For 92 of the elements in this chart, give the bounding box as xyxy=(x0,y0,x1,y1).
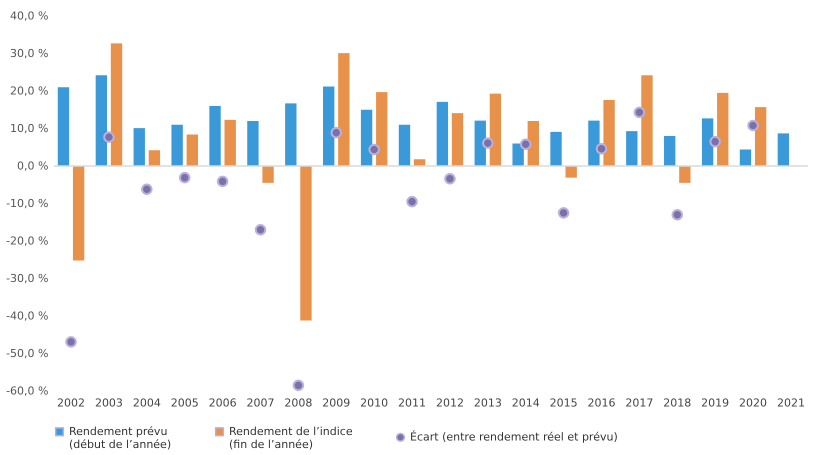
bar xyxy=(148,150,160,166)
bar xyxy=(626,131,638,166)
bar xyxy=(186,134,198,166)
y-tick-label: -30,0 % xyxy=(6,272,48,285)
bar xyxy=(72,166,84,260)
bar xyxy=(528,121,539,166)
x-tick-label: 2021 xyxy=(776,396,805,410)
bar xyxy=(376,92,388,166)
bar xyxy=(679,166,691,183)
y-tick-label: 0,0 % xyxy=(17,160,48,172)
point xyxy=(520,138,532,150)
x-tick-label: 2016 xyxy=(588,396,616,410)
bar xyxy=(262,166,274,183)
x-tick-label: 2011 xyxy=(398,396,426,410)
x-tick-label: 2004 xyxy=(132,396,161,410)
y-tick-label: -50,0 % xyxy=(6,347,48,360)
bar xyxy=(338,53,350,166)
bar xyxy=(490,94,502,166)
bar xyxy=(754,107,766,166)
bar xyxy=(664,136,676,166)
bar xyxy=(171,124,183,166)
y-tick-label: -20,0 % xyxy=(6,234,48,248)
x-tick-label: 2005 xyxy=(170,396,199,410)
bar xyxy=(566,166,577,178)
bar xyxy=(641,75,653,166)
point xyxy=(368,144,380,156)
x-tick-label: 2017 xyxy=(625,396,654,410)
point xyxy=(178,172,190,184)
x-tick-label: 2013 xyxy=(474,396,502,410)
bar xyxy=(247,121,259,166)
legend-label: Rendement de l’indice (fin de l’année) xyxy=(229,424,353,451)
y-tick-label: -40,0 % xyxy=(6,310,48,322)
bar xyxy=(474,120,486,166)
x-tick-label: 2003 xyxy=(94,396,123,410)
x-tick-label: 2006 xyxy=(208,396,237,410)
y-tick-label: 30,0 % xyxy=(10,47,48,60)
bar xyxy=(224,120,236,166)
y-tick-label: 10,0 % xyxy=(10,122,48,135)
bar xyxy=(360,110,372,166)
point xyxy=(444,173,456,184)
bar xyxy=(603,100,615,166)
x-tick-label: 2007 xyxy=(246,396,274,410)
bar xyxy=(436,102,448,166)
point xyxy=(216,176,228,188)
bar xyxy=(58,87,70,166)
point xyxy=(747,120,759,132)
x-tick-label: 2008 xyxy=(284,396,312,410)
x-tick-label: 2020 xyxy=(739,396,768,410)
point xyxy=(482,137,494,149)
legend-label: Rendement prévu (début de l’année) xyxy=(69,424,172,451)
bar xyxy=(285,103,296,166)
y-tick-label: 40,0 % xyxy=(10,10,48,22)
point xyxy=(103,131,115,143)
point xyxy=(672,209,684,220)
bar xyxy=(323,86,334,166)
bar xyxy=(398,124,410,166)
point xyxy=(634,106,646,118)
point xyxy=(254,224,266,236)
y-tick-label: -10,0 % xyxy=(6,197,48,210)
bar xyxy=(414,159,426,166)
bar xyxy=(110,43,122,166)
x-tick-label: 2014 xyxy=(512,396,540,410)
point xyxy=(558,207,570,219)
bar xyxy=(300,166,312,320)
legend-label: Écart (entre rendement réel et prévu) xyxy=(410,429,618,444)
bar xyxy=(209,106,221,166)
point xyxy=(292,380,304,392)
x-tick-label: 2009 xyxy=(322,396,350,410)
y-tick-label: -60,0 % xyxy=(6,384,48,398)
bar xyxy=(717,92,728,166)
bar xyxy=(452,113,464,166)
point xyxy=(330,126,342,138)
point xyxy=(596,143,608,154)
bar xyxy=(134,128,145,166)
point xyxy=(141,184,153,195)
x-tick-label: 2012 xyxy=(436,396,464,410)
bar xyxy=(702,118,714,166)
x-tick-label: 2019 xyxy=(701,396,730,410)
x-tick-label: 2010 xyxy=(360,396,388,410)
x-tick-label: 2018 xyxy=(663,396,692,410)
x-tick-label: 2002 xyxy=(57,396,86,410)
bar xyxy=(740,150,752,166)
bar xyxy=(550,132,562,166)
point xyxy=(406,196,418,208)
bar xyxy=(588,120,600,166)
y-tick-label: 20,0 % xyxy=(10,84,48,98)
bar xyxy=(778,133,790,166)
bar xyxy=(96,75,108,166)
x-tick-label: 2015 xyxy=(550,396,578,410)
bar xyxy=(512,144,524,166)
point xyxy=(709,136,721,148)
point xyxy=(65,336,77,348)
